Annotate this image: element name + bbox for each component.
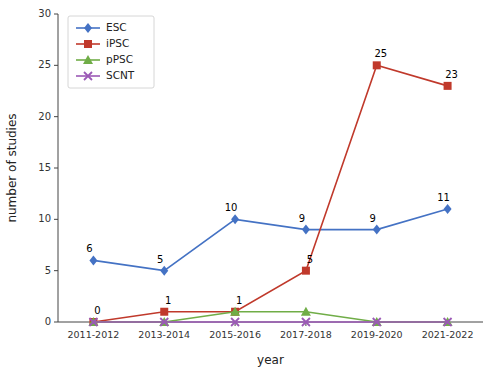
data-label: 9 [370,213,376,224]
plot-area [88,61,452,326]
marker [444,82,452,90]
marker [301,307,311,316]
chart: 0510152025302011-20122013-20142015-20162… [0,0,497,374]
y-tick [54,168,58,169]
legend-label: pPSC [106,53,133,65]
legend: ESC iPSC pPSC SCNT [68,16,154,88]
x-tick-label: 2015-2016 [209,329,261,340]
data-label: 5 [307,254,313,265]
legend-frame [68,16,154,88]
y-tick [54,270,58,271]
data-label: 9 [299,213,305,224]
data-label: 1 [236,295,242,306]
series-line [93,312,447,322]
marker [302,225,310,235]
y-tick-label: 10 [38,213,51,224]
x-tick-label: 2019-2020 [351,329,403,340]
series-line [93,321,447,323]
y-axis-title: number of studies [5,113,19,222]
data-label: 0 [94,305,100,316]
marker [89,318,97,326]
marker [160,318,168,326]
marker [373,225,381,235]
legend-marker [84,40,92,48]
x-axis-line [58,322,483,323]
x-tick-label: 2021-2022 [422,329,474,340]
marker [444,204,452,214]
y-tick-label: 20 [38,111,51,122]
y-tick [54,116,58,117]
marker [373,61,381,69]
legend-label: ESC [106,21,127,33]
marker [444,318,452,326]
y-tick-label: 25 [38,59,51,70]
marker [302,267,310,275]
data-label: 6 [86,243,92,254]
y-tick-label: 0 [45,316,51,327]
data-label: 5 [157,254,163,265]
legend-marker [83,55,93,64]
y-tick-label: 5 [45,265,51,276]
data-labels: 6510991101152523 [86,48,458,316]
series-line [93,65,447,322]
data-label: 1 [165,295,171,306]
marker [373,318,381,326]
data-label: 11 [437,192,450,203]
marker [89,255,97,265]
x-tick-label: 2013-2014 [138,329,190,340]
marker [160,266,168,276]
y-tick [54,219,58,220]
data-label: 23 [445,69,458,80]
x-tick-label: 2017-2018 [280,329,332,340]
y-tick-label: 30 [38,8,51,19]
y-tick-label: 15 [38,162,51,173]
legend-marker [84,23,92,33]
data-label: 25 [374,48,387,59]
y-tick [54,65,58,66]
marker [302,318,310,326]
legend-marker [84,72,92,80]
x-axis-title: year [257,353,284,367]
legend-label: iPSC [106,37,129,49]
marker [231,214,239,224]
legend-label: SCNT [106,69,135,81]
x-tick-label: 2011-2012 [68,329,120,340]
series-line [93,209,447,271]
marker [231,318,239,326]
data-label: 10 [225,202,238,213]
y-tick [54,322,58,323]
marker [230,307,240,316]
marker [160,308,168,316]
y-tick [54,14,58,15]
